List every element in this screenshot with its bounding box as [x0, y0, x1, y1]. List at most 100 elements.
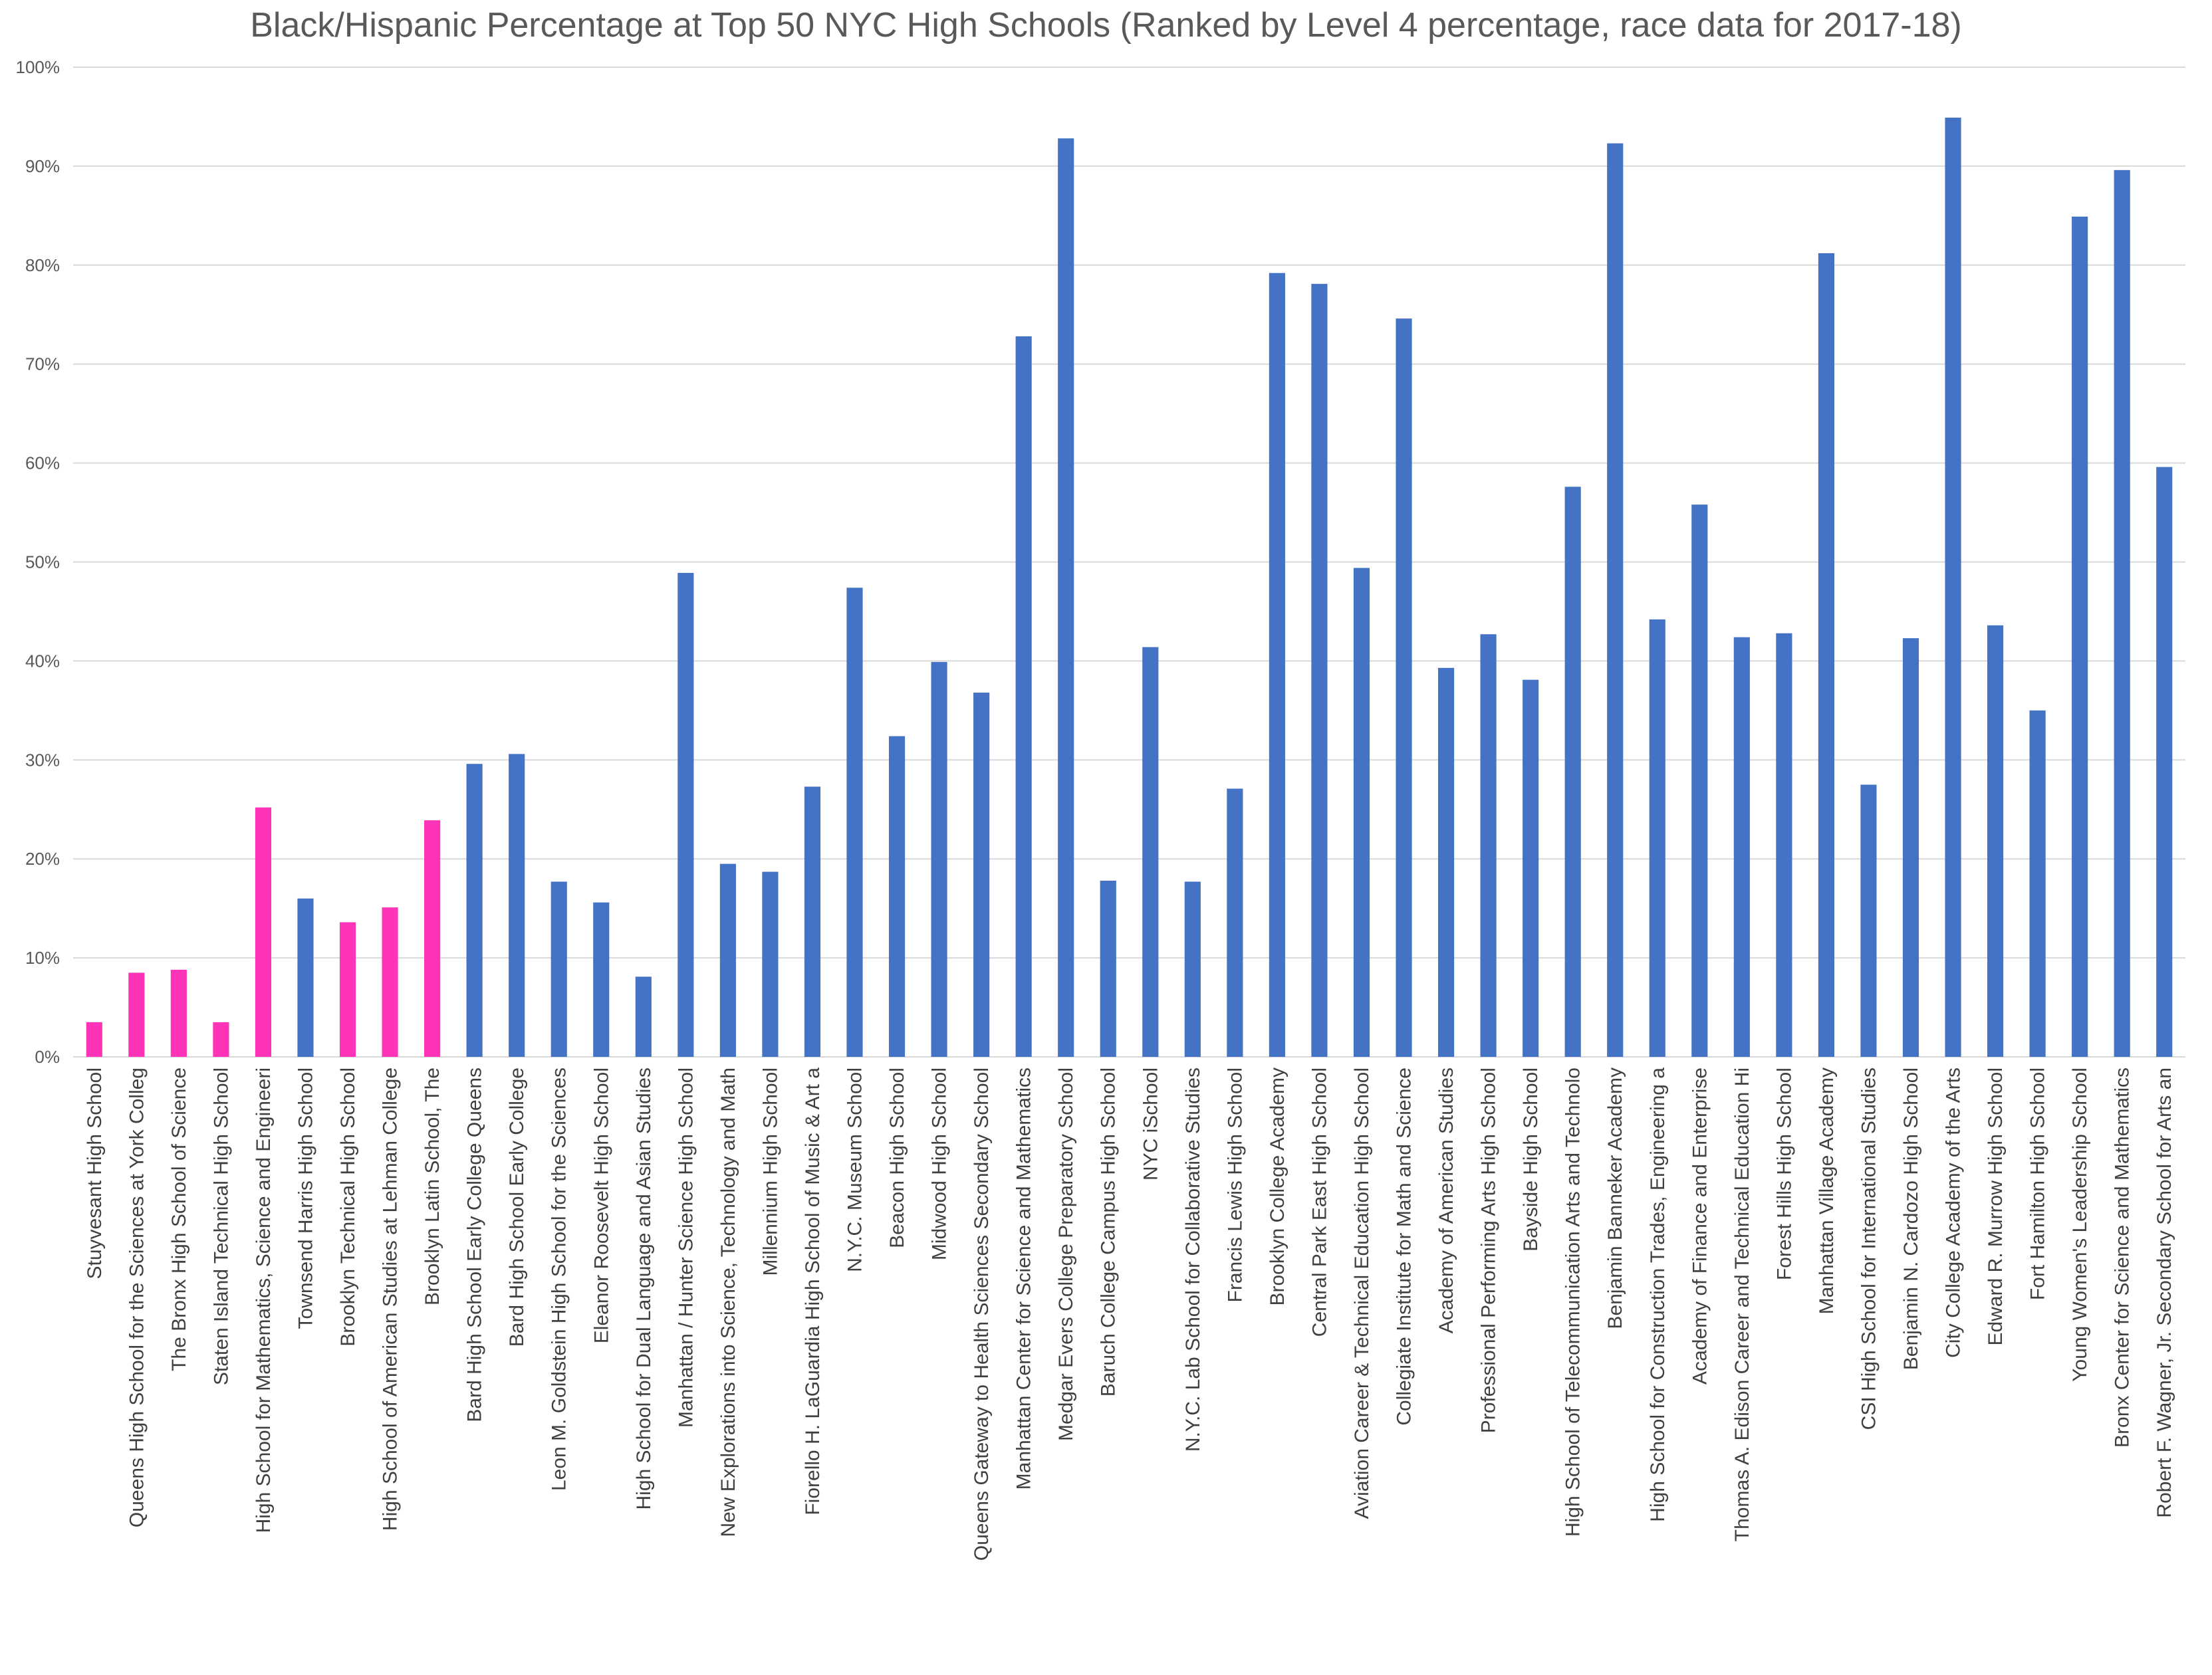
bar: [2072, 216, 2088, 1057]
x-tick-label: Manhattan / Hunter Science High School: [675, 1067, 697, 1428]
bar: [339, 922, 356, 1057]
bar: [1987, 625, 2004, 1057]
bar: [1142, 647, 1159, 1057]
bar: [1523, 679, 1539, 1057]
x-tick-label: Bayside High School: [1520, 1067, 1542, 1252]
bar: [973, 693, 990, 1057]
x-tick-label: Central Park East High School: [1308, 1067, 1330, 1337]
x-tick-label: Brooklyn Technical High School: [337, 1067, 359, 1347]
y-tick-label: 30%: [25, 750, 60, 770]
bar: [888, 736, 906, 1057]
bar: [1227, 788, 1243, 1057]
bar: [1607, 143, 1624, 1058]
bar: [1860, 784, 1877, 1057]
y-tick-label: 10%: [25, 948, 60, 968]
bar: [762, 871, 779, 1057]
x-tick-label: Professional Performing Arts High School: [1478, 1067, 1500, 1433]
y-tick-label: 40%: [25, 651, 60, 671]
y-tick-label: 0%: [35, 1047, 60, 1067]
x-tick-label: Manhattan Village Academy: [1816, 1067, 1838, 1314]
x-tick-label: Brooklyn College Academy: [1267, 1067, 1289, 1306]
bar: [297, 898, 314, 1057]
bar: [2156, 467, 2173, 1057]
bar: [1311, 284, 1328, 1057]
bar: [1269, 273, 1285, 1057]
y-tick-label: 50%: [25, 552, 60, 572]
x-tick-label: Beacon High School: [886, 1067, 908, 1248]
bar: [1776, 633, 1792, 1057]
x-tick-label: N.Y.C. Museum School: [844, 1067, 866, 1272]
bar: [509, 754, 525, 1057]
x-tick-label: Manhattan Center for Science and Mathema…: [1013, 1067, 1035, 1490]
x-tick-label: The Bronx High School of Science: [168, 1067, 190, 1371]
x-tick-label: Forest Hills High School: [1773, 1067, 1795, 1280]
y-axis-ticks: 0% 10% 20% 30% 40% 50% 60% 70% 80% 90% 100%: [16, 57, 61, 1067]
x-tick-label: High School of Telecommunication Arts an…: [1562, 1067, 1584, 1537]
x-tick-label: NYC iSchool: [1140, 1067, 1162, 1180]
y-tick-label: 20%: [25, 849, 60, 869]
bar: [931, 661, 947, 1057]
x-tick-label: Staten Island Technical High School: [210, 1067, 232, 1385]
x-tick-label: Benjamin N. Cardozo High School: [1900, 1067, 1922, 1370]
bar: [1818, 253, 1834, 1057]
x-tick-label: Thomas A. Edison Career and Technical Ed…: [1731, 1067, 1753, 1541]
x-tick-label: Stuyvesant High School: [84, 1067, 106, 1280]
x-tick-label: Edward R. Murrow High School: [1985, 1067, 2007, 1346]
bar: [1564, 487, 1581, 1057]
x-tick-label: High School of American Studies at Lehma…: [380, 1067, 402, 1531]
bars: [86, 117, 2173, 1058]
x-tick-label: Aviation Career & Technical Education Hi…: [1351, 1067, 1373, 1519]
x-tick-label: Millennium High School: [759, 1067, 781, 1276]
x-tick-label: Townsend Harris High School: [295, 1067, 316, 1329]
x-tick-label: Brooklyn Latin School, The: [422, 1067, 443, 1305]
x-tick-label: Baruch College Campus High School: [1098, 1067, 1120, 1396]
bar: [86, 1022, 102, 1057]
bar: [719, 863, 736, 1057]
bar: [466, 764, 483, 1057]
x-axis-ticks: Stuyvesant High School Queens High School…: [84, 1067, 2175, 1561]
x-tick-label: Fiorello H. LaGuardia High School of Mus…: [802, 1067, 824, 1515]
y-tick-label: 80%: [25, 255, 60, 275]
x-tick-label: Medgar Evers College Preparatory School: [1055, 1067, 1077, 1441]
x-tick-label: Academy of American Studies: [1435, 1067, 1457, 1333]
bar: [1184, 881, 1201, 1057]
bar: [1945, 117, 1961, 1058]
bar: [382, 907, 398, 1057]
x-tick-label: Bronx Center for Science and Mathematics: [2112, 1067, 2134, 1448]
bar: [1100, 880, 1116, 1057]
bar: [170, 969, 187, 1057]
bar: [804, 786, 821, 1057]
x-tick-label: Young Women's Leadership School: [2069, 1067, 2091, 1382]
x-tick-label: Leon M. Goldstein High School for the Sc…: [549, 1067, 570, 1491]
bar: [2114, 169, 2130, 1058]
bar: [551, 881, 567, 1057]
bar: [255, 807, 272, 1057]
bar: [1396, 318, 1412, 1057]
x-tick-label: High School for Dual Language and Asian …: [633, 1067, 655, 1509]
y-tick-label: 70%: [25, 354, 60, 374]
bar: [424, 820, 441, 1057]
bar: [1480, 634, 1497, 1057]
x-tick-label: Bard High School Early College Queens: [464, 1067, 486, 1422]
x-tick-label: High School for Mathematics, Science and…: [253, 1067, 275, 1533]
bar: [635, 976, 652, 1057]
bar: [1058, 138, 1074, 1057]
x-tick-label: Academy of Finance and Enterprise: [1689, 1067, 1711, 1385]
x-tick-label: Midwood High School: [929, 1067, 951, 1260]
y-tick-label: 100%: [16, 57, 61, 77]
x-tick-label: CSI High School for International Studie…: [1858, 1067, 1880, 1430]
bar: [2029, 710, 2046, 1057]
x-tick-label: N.Y.C. Lab School for Collaborative Stud…: [1182, 1067, 1204, 1452]
bar: [846, 588, 863, 1057]
x-tick-label: High School for Construction Trades, Eng…: [1647, 1067, 1669, 1522]
x-tick-label: New Explorations into Science, Technolog…: [717, 1067, 739, 1537]
bar: [1733, 637, 1750, 1057]
bar: [1649, 619, 1665, 1057]
x-tick-label: Collegiate Institute for Math and Scienc…: [1394, 1067, 1415, 1426]
x-tick-label: Francis Lewis High School: [1224, 1067, 1246, 1302]
bar: [593, 902, 610, 1057]
x-tick-label: Queens Gateway to Health Sciences Second…: [971, 1067, 993, 1561]
bar: [1437, 667, 1455, 1057]
